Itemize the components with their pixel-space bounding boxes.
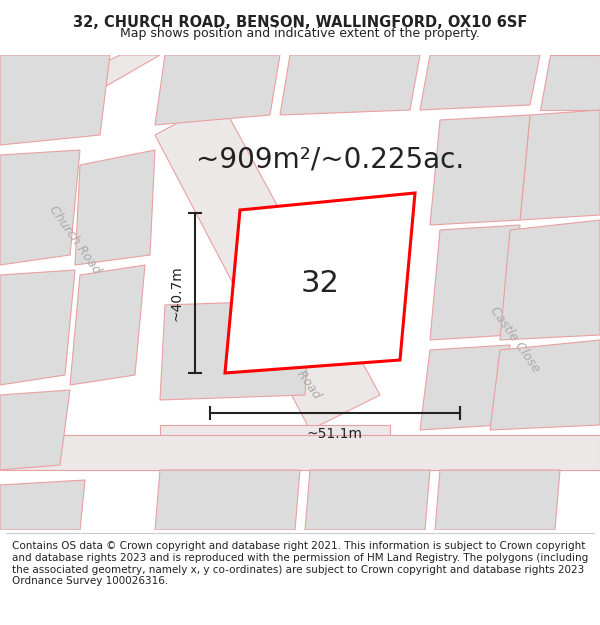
Text: 32: 32 — [301, 269, 340, 299]
Polygon shape — [430, 225, 520, 340]
Polygon shape — [500, 220, 600, 340]
Polygon shape — [225, 193, 415, 373]
Polygon shape — [420, 55, 540, 110]
Text: Castle Close: Castle Close — [488, 304, 542, 376]
Polygon shape — [520, 110, 600, 220]
Polygon shape — [70, 265, 145, 385]
Polygon shape — [280, 55, 420, 115]
Text: Church Road: Church Road — [266, 329, 323, 401]
Polygon shape — [155, 470, 300, 530]
Text: Church Road: Church Road — [47, 204, 103, 276]
Polygon shape — [430, 115, 530, 225]
Text: ~51.1m: ~51.1m — [307, 427, 363, 441]
Polygon shape — [0, 480, 85, 530]
Polygon shape — [0, 270, 75, 385]
Polygon shape — [75, 150, 155, 265]
Polygon shape — [160, 425, 390, 455]
Polygon shape — [0, 55, 160, 130]
Polygon shape — [490, 340, 600, 430]
Polygon shape — [0, 150, 80, 265]
Polygon shape — [305, 470, 430, 530]
Polygon shape — [0, 390, 70, 470]
Text: Contains OS data © Crown copyright and database right 2021. This information is : Contains OS data © Crown copyright and d… — [12, 541, 588, 586]
Polygon shape — [155, 55, 280, 125]
Polygon shape — [480, 115, 600, 200]
Text: ~40.7m: ~40.7m — [169, 265, 183, 321]
Text: ~909m²/~0.225ac.: ~909m²/~0.225ac. — [196, 145, 464, 173]
Polygon shape — [0, 435, 600, 470]
Polygon shape — [435, 470, 560, 530]
Polygon shape — [155, 100, 380, 430]
Polygon shape — [540, 55, 600, 110]
Polygon shape — [160, 300, 310, 400]
Text: 32, CHURCH ROAD, BENSON, WALLINGFORD, OX10 6SF: 32, CHURCH ROAD, BENSON, WALLINGFORD, OX… — [73, 16, 527, 31]
Text: Map shows position and indicative extent of the property.: Map shows position and indicative extent… — [120, 27, 480, 39]
Polygon shape — [420, 345, 510, 430]
Polygon shape — [0, 55, 110, 145]
